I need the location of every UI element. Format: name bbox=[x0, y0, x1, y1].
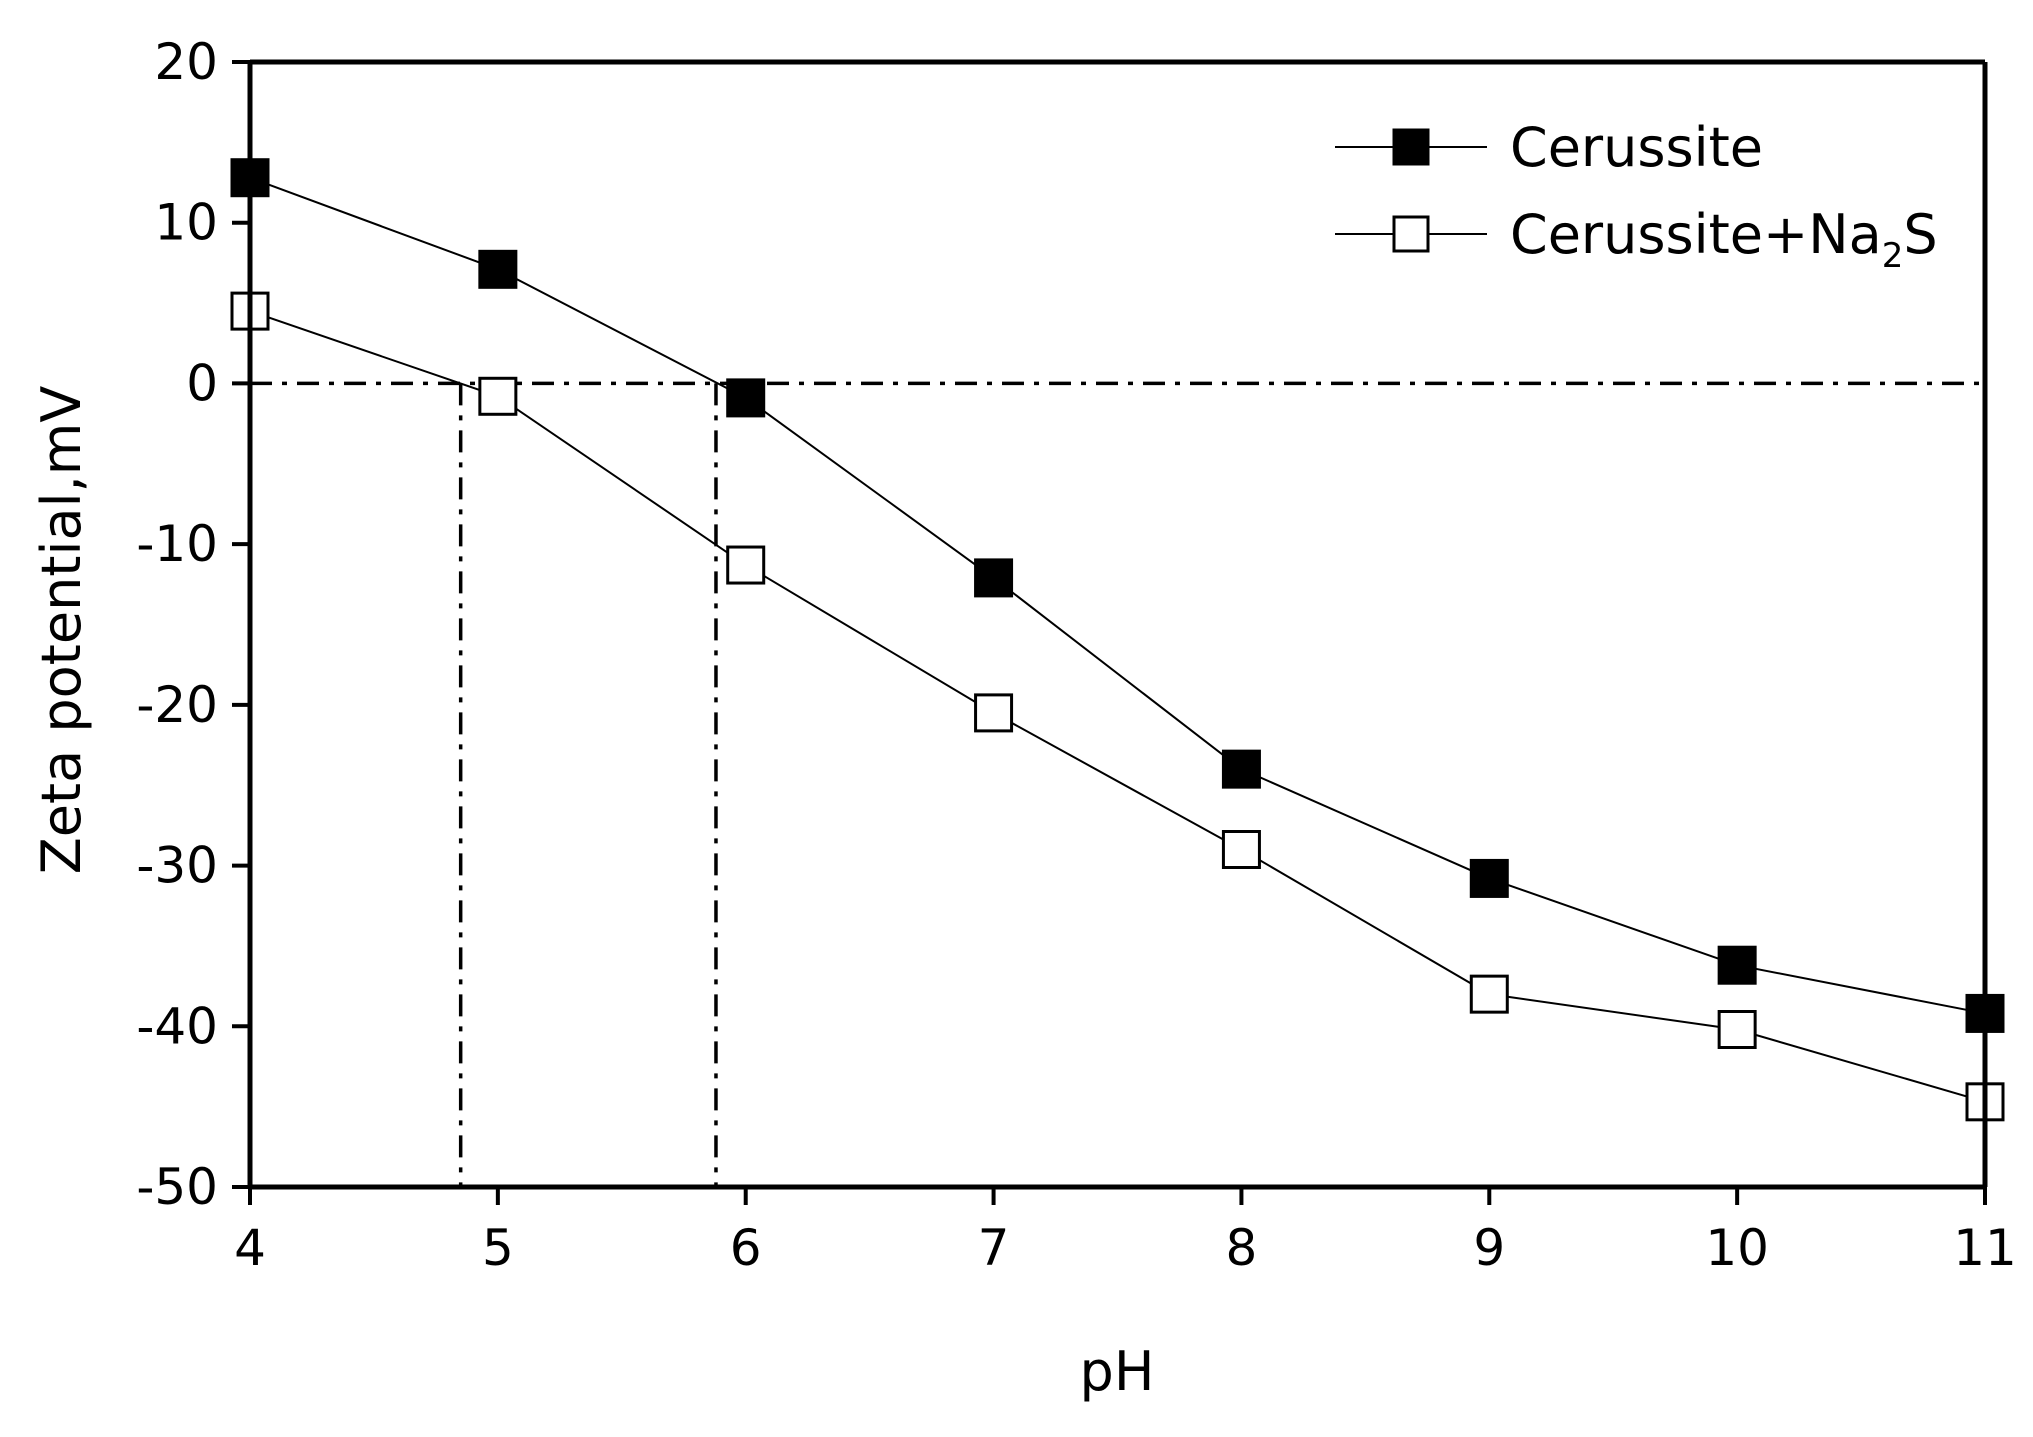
legend-label-text: Cerussite+Na bbox=[1510, 203, 1882, 266]
data-point-s1-4 bbox=[1221, 830, 1261, 869]
data-point-s0-4 bbox=[1221, 749, 1261, 789]
y-tick-label: -20 bbox=[136, 676, 218, 734]
data-point-s0-3 bbox=[974, 558, 1014, 598]
data-point-s1-3 bbox=[974, 693, 1014, 733]
legend-marker-0 bbox=[1392, 128, 1430, 166]
y-tick-label: 20 bbox=[154, 33, 218, 91]
data-point-s0-1 bbox=[478, 249, 518, 289]
data-point-s1-6 bbox=[1717, 1010, 1757, 1049]
data-point-s1-5 bbox=[1469, 974, 1509, 1014]
x-tick-label: 7 bbox=[978, 1219, 1010, 1277]
legend-label-text: Cerussite bbox=[1510, 116, 1763, 179]
data-point-s0-6 bbox=[1717, 945, 1757, 985]
y-tick-label: -30 bbox=[136, 837, 218, 895]
legend-label-subscript: 2 bbox=[1882, 236, 1904, 276]
axes bbox=[247, 59, 1988, 1190]
legend: Cerussite Cerussite+Na2S bbox=[1335, 116, 1938, 276]
data-point-s0-5 bbox=[1469, 858, 1509, 898]
x-tick-label: 10 bbox=[1705, 1219, 1769, 1277]
data-point-s0-2 bbox=[726, 378, 766, 418]
y-axis-title: Zeta potential,mV bbox=[30, 386, 93, 875]
legend-label-suffix: S bbox=[1903, 203, 1937, 266]
x-tick-label: 5 bbox=[482, 1219, 514, 1277]
reference-lines bbox=[250, 381, 1985, 1187]
series-line-0 bbox=[249, 176, 1986, 1015]
legend-label-0: Cerussite bbox=[1510, 116, 1763, 179]
y-tick-label: -40 bbox=[136, 997, 218, 1055]
y-tick-label: -50 bbox=[136, 1158, 218, 1216]
y-tick-label: -10 bbox=[136, 515, 218, 573]
legend-marker-1 bbox=[1392, 215, 1430, 253]
data-point-s1-1 bbox=[478, 376, 518, 416]
ticks: 4 5 6 7 8 9 10 11 20 10 0 -10 -20 -30 -40 -50 bbox=[136, 33, 2016, 1277]
x-axis-title: pH bbox=[1080, 1340, 1155, 1403]
data-point-s1-2 bbox=[726, 545, 766, 585]
x-tick-label: 4 bbox=[234, 1219, 266, 1277]
legend-label-1: Cerussite+Na2S bbox=[1510, 203, 1938, 276]
x-tick-label: 11 bbox=[1953, 1219, 2017, 1277]
x-tick-label: 8 bbox=[1226, 1219, 1258, 1277]
series-line-1 bbox=[249, 310, 1986, 1103]
series-layer bbox=[230, 158, 2005, 1122]
x-tick-label: 6 bbox=[730, 1219, 762, 1277]
y-tick-label: 0 bbox=[186, 354, 218, 412]
y-tick-label: 10 bbox=[154, 194, 218, 252]
x-tick-label: 9 bbox=[1473, 1219, 1505, 1277]
